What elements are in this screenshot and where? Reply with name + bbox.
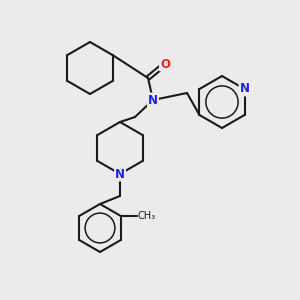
Text: CH₃: CH₃ bbox=[138, 211, 156, 221]
Text: N: N bbox=[148, 94, 158, 106]
Text: N: N bbox=[239, 82, 250, 95]
Text: N: N bbox=[115, 167, 125, 181]
Text: O: O bbox=[160, 58, 170, 70]
